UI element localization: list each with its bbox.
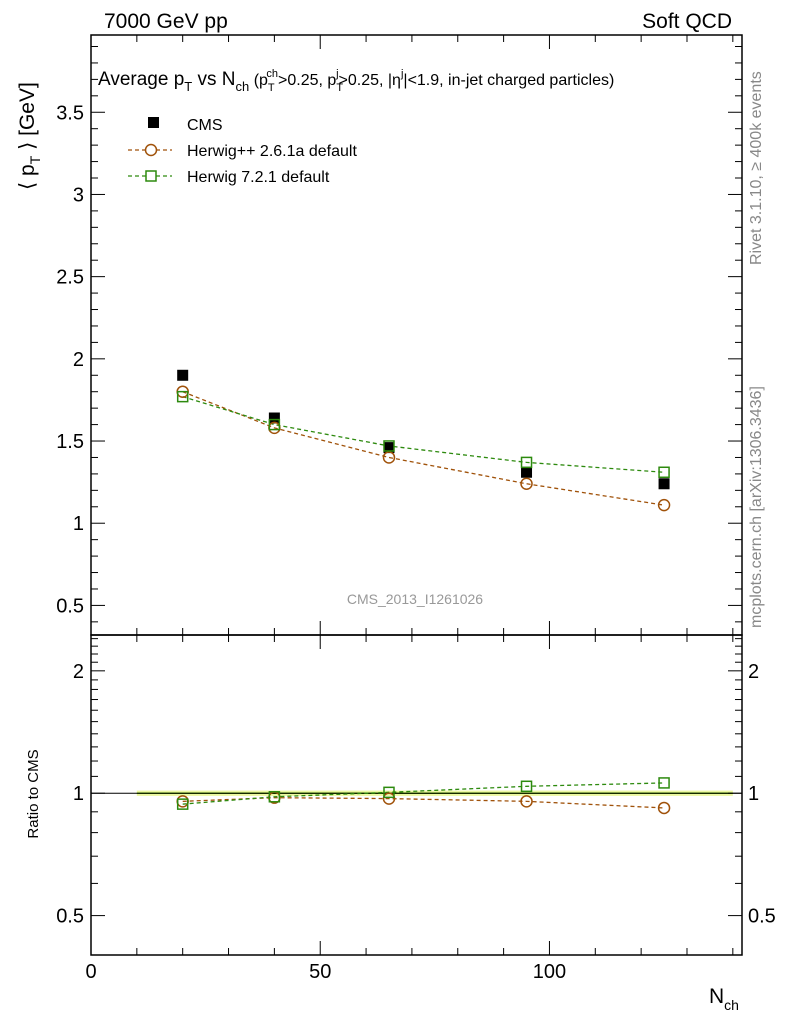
- ratio-y-ticks: 0.5 0.5 1 1 2 2: [56, 638, 776, 956]
- ratio-y-tick-label-right: 1: [748, 783, 759, 805]
- ratio-data-point-0: [382, 792, 396, 805]
- ratio-y-tick-label-right: 2: [748, 661, 759, 683]
- ratio-data-point-1: [520, 780, 533, 793]
- ratio-data-point-1: [176, 798, 189, 810]
- legend-marker-cms: [148, 117, 159, 128]
- header-right: Soft QCD: [642, 10, 732, 33]
- ratio-data-point-1: [383, 786, 395, 799]
- ratio-series-line-1: [182, 782, 665, 805]
- main-data-point-0: [268, 412, 280, 424]
- ratio-band: [91, 790, 742, 796]
- ratio-data-point-0: [176, 795, 189, 808]
- main-series-lines: [182, 391, 665, 506]
- main-y-tick-label: 0.5: [56, 595, 84, 617]
- main-series-line-2: [182, 396, 665, 473]
- main-y-tick-label: 3: [73, 184, 84, 206]
- ratio-frame: [90, 634, 743, 956]
- legend: CMS Herwig++ 2.6.1a default Herwig 7.2.1…: [128, 117, 357, 186]
- legend-marker-herwig7: [145, 170, 157, 182]
- main-series-line-1: [182, 391, 665, 506]
- legend-label-herwigpp: Herwig++ 2.6.1a default: [187, 143, 357, 160]
- main-data-point-1: [268, 421, 281, 435]
- rivet-label: Rivet 3.1.10, ≥ 400k events: [748, 71, 765, 265]
- ratio-x-tick-label: 50: [309, 961, 331, 983]
- legend-label-herwig7: Herwig 7.2.1 default: [187, 169, 330, 186]
- main-y-tick-label: 2.5: [56, 267, 84, 289]
- main-data-point-1: [657, 498, 671, 512]
- main-data-point-2: [658, 466, 670, 479]
- main-panel: 0.5 1 1.5 2 2.5 3 3.5 Average pT vs Nch (pTch>…: [16, 34, 743, 636]
- ratio-y-tick-label: 1: [73, 783, 84, 805]
- ratio-series-lines: [182, 782, 665, 809]
- main-data-point-1: [382, 451, 396, 464]
- header-left: 7000 GeV pp: [104, 10, 228, 33]
- chart-title: Average pT vs Nch (pTch>0.25, pTj>0.25, …: [98, 68, 614, 94]
- ratio-data-point-1: [268, 791, 281, 803]
- main-y-tick-label: 2: [73, 349, 84, 371]
- main-data-point-0: [658, 478, 670, 490]
- ratio-series-markers: [176, 777, 671, 815]
- ratio-x-tick-label: 100: [533, 961, 566, 983]
- main-y-tick-label: 1: [73, 513, 84, 535]
- main-data-point-2: [383, 440, 395, 452]
- ratio-y-label: Ratio to CMS: [25, 749, 42, 838]
- main-data-point-0: [383, 442, 395, 454]
- ratio-x-ticks: 0 50 100: [85, 635, 734, 983]
- main-y-tick-label: 1.5: [56, 431, 84, 453]
- main-data-point-0: [177, 369, 189, 381]
- main-series-markers: [176, 369, 671, 512]
- ratio-data-point-0: [657, 801, 671, 815]
- ratio-y-tick-label: 2: [73, 661, 84, 683]
- ratio-x-tick-label: 0: [85, 961, 96, 983]
- legend-marker-herwigpp: [144, 143, 158, 157]
- main-data-point-2: [268, 418, 281, 431]
- ratio-panel: 0.5 0.5 1 1 2 2 0 50 100 Ratio to CMS Nch: [25, 634, 776, 1013]
- main-data-point-0: [521, 466, 533, 478]
- x-axis-label: Nch: [709, 985, 739, 1013]
- legend-label-cms: CMS: [187, 117, 223, 134]
- ratio-data-point-0: [520, 795, 533, 808]
- main-y-tick-label: 3.5: [56, 102, 84, 124]
- ratio-series-line-0: [182, 797, 665, 809]
- mcplots-label: mcplots.cern.ch [arXiv:1306.3436]: [748, 386, 765, 628]
- main-data-point-1: [520, 477, 533, 491]
- ratio-y-tick-label: 0.5: [56, 906, 84, 928]
- analysis-watermark: CMS_2013_I1261026: [347, 591, 483, 607]
- main-data-point-2: [520, 456, 533, 469]
- main-y-ticks: 0.5 1 1.5 2 2.5 3 3.5: [56, 46, 742, 623]
- ratio-y-tick-label-right: 0.5: [748, 906, 776, 928]
- main-y-label: ⟨ pT ⟩ [GeV]: [16, 82, 43, 190]
- ratio-data-point-1: [658, 777, 670, 789]
- main-data-point-2: [176, 390, 189, 403]
